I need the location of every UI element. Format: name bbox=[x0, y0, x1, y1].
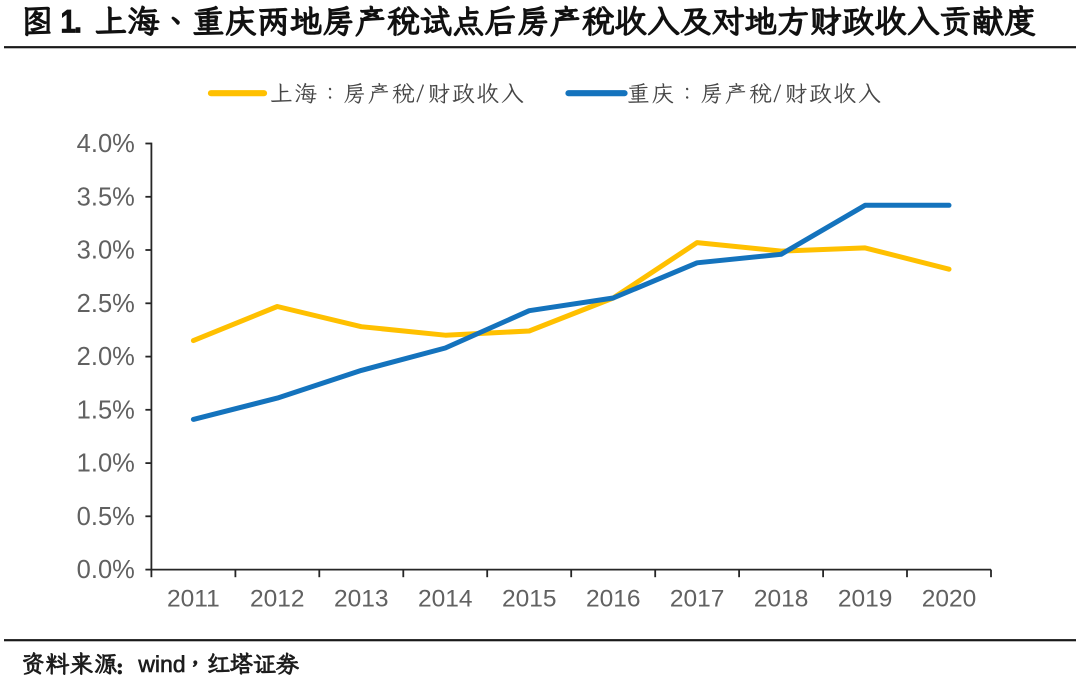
svg-text:3.5%: 3.5% bbox=[77, 183, 135, 211]
svg-text:2020: 2020 bbox=[922, 585, 977, 612]
svg-text:2.0%: 2.0% bbox=[77, 343, 135, 371]
svg-text:2017: 2017 bbox=[670, 585, 725, 612]
svg-text:2014: 2014 bbox=[418, 585, 473, 612]
svg-text:0.0%: 0.0% bbox=[77, 556, 135, 584]
svg-text:1.0%: 1.0% bbox=[77, 450, 135, 478]
svg-text:2011: 2011 bbox=[167, 585, 220, 612]
svg-text:3.0%: 3.0% bbox=[77, 237, 135, 265]
svg-text:2016: 2016 bbox=[586, 585, 641, 612]
svg-text:2019: 2019 bbox=[838, 585, 893, 612]
svg-text:1.5%: 1.5% bbox=[77, 396, 135, 424]
svg-text:2015: 2015 bbox=[502, 585, 557, 612]
svg-text:2018: 2018 bbox=[754, 585, 809, 612]
svg-text:2.5%: 2.5% bbox=[77, 290, 135, 318]
svg-text:2012: 2012 bbox=[250, 585, 305, 612]
svg-text:4.0%: 4.0% bbox=[77, 130, 135, 158]
svg-text:2013: 2013 bbox=[334, 585, 389, 612]
svg-text:0.5%: 0.5% bbox=[77, 503, 135, 531]
